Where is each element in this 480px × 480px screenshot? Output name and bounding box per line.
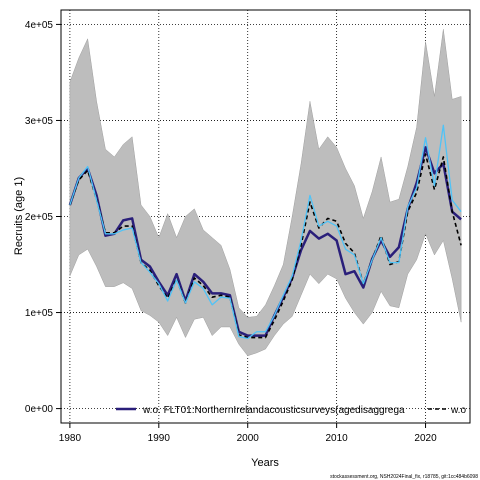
legend-label-2: w.o: [450, 405, 466, 416]
series-line-1: [68, 146, 462, 337]
footer-text: stockassessment.org, NSH2024Final_fix, r…: [330, 474, 478, 480]
x-tick-label: 1980: [59, 433, 82, 444]
confidence-band-area: [69, 29, 462, 357]
series-line-2: [69, 153, 462, 339]
x-axis: 1980 1990 2000 2010 2020: [59, 423, 437, 444]
y-tick-label: 2e+05: [25, 212, 54, 223]
y-tick-label: 3e+05: [25, 116, 54, 127]
legend-label-1: w.o. FLT01:NorthernIrelandacousticsurvey…: [142, 405, 405, 416]
series-lines: [68, 124, 462, 340]
x-tick-label: 2020: [414, 433, 437, 444]
x-tick-label: 2000: [237, 433, 260, 444]
y-tick-label: 1e+05: [25, 308, 54, 319]
x-tick-label: 1990: [148, 433, 171, 444]
x-tick-label: 2010: [326, 433, 349, 444]
confidence-band: [69, 29, 462, 357]
y-axis-title: Recruits (age 1): [13, 177, 25, 255]
y-tick-label: 4e+05: [25, 20, 54, 31]
y-tick-label: 0e+00: [25, 404, 54, 415]
legend: w.o. FLT01:NorthernIrelandacousticsurvey…: [116, 405, 466, 416]
y-axis: 0e+00 1e+05 2e+05 3e+05 4e+05: [25, 20, 61, 415]
series-line-3: [69, 124, 462, 340]
x-axis-title: Years: [251, 457, 279, 469]
